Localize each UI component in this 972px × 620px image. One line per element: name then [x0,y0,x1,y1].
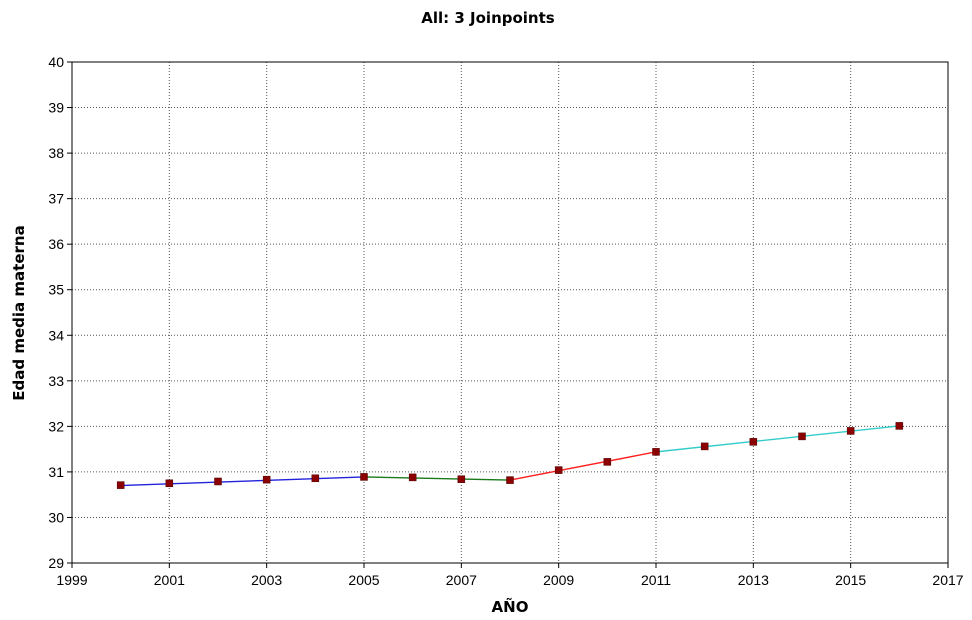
joinpoint-segment [120,476,365,487]
y-tick-label: 37 [48,191,64,207]
observed-point [895,422,904,430]
observed-point [798,432,806,441]
x-axis-label: AÑO [492,597,529,616]
x-tick-label: 2011 [641,572,671,588]
observed-point [165,479,174,488]
observed-point [262,475,271,484]
plot-frame [71,61,949,564]
observed-point [360,473,368,481]
y-axis-ticks: 29 30 31 32 33 34 35 36 37 38 39 40 [48,54,72,571]
observed-point [214,477,222,486]
y-tick-label: 32 [48,418,64,434]
y-axis-label: Edad media materna [10,225,28,400]
observed-point [116,481,125,489]
y-tick-label: 36 [48,236,64,252]
observed-point [311,474,320,483]
y-tick-label: 29 [48,555,64,571]
x-axis-ticks: 1999 2001 2003 2005 2007 2009 2011 2013 2015 2017 [56,563,964,588]
observed-points [116,422,904,489]
y-tick-label: 34 [48,327,64,343]
chart-title: All: 3 Joinpoints [421,9,555,27]
y-tick-label: 38 [48,145,64,161]
observed-point [457,475,466,483]
y-tick-label: 40 [48,54,64,70]
x-tick-label: 2007 [446,572,477,588]
x-tick-label: 2015 [835,572,866,588]
x-tick-label: 2001 [154,572,185,588]
y-tick-label: 30 [48,509,64,525]
y-tick-label: 35 [48,282,64,298]
joinpoint-segment [509,451,657,481]
x-tick-label: 2005 [348,572,379,588]
observed-point [408,473,417,482]
joinpoint-segment [655,425,900,453]
y-tick-label: 33 [48,373,64,389]
observed-point [603,458,612,466]
observed-point [846,427,855,435]
y-tick-label: 39 [48,100,64,116]
x-tick-label: 2017 [932,572,963,588]
observed-point [749,438,758,446]
joinpoint-segments [120,425,900,487]
observed-point [700,442,709,451]
x-tick-label: 2003 [251,572,282,588]
observed-point [506,476,514,484]
y-tick-label: 31 [48,464,64,480]
joinpoint-segment [363,476,511,481]
x-tick-label: 2009 [543,572,574,588]
observed-point [652,448,660,456]
x-tick-label: 1999 [56,572,87,588]
x-tick-label: 2013 [738,572,769,588]
observed-point [554,466,563,474]
grid [72,62,948,563]
